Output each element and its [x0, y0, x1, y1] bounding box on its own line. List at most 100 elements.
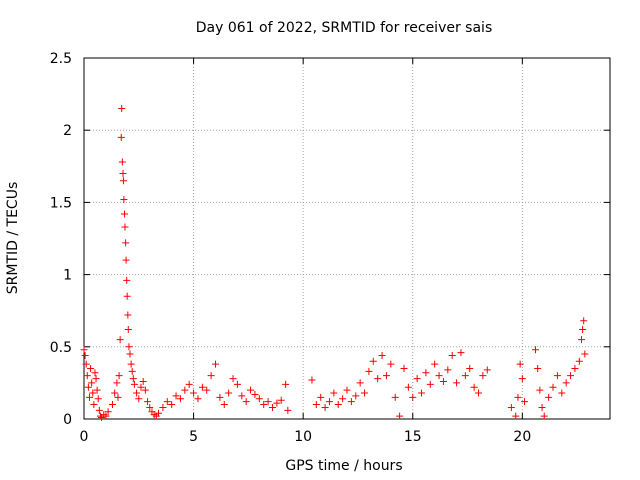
data-point	[120, 196, 128, 204]
data-point	[536, 386, 544, 394]
data-point	[130, 380, 138, 388]
data-point	[114, 393, 122, 401]
data-point	[203, 386, 211, 394]
data-point	[80, 346, 88, 354]
data-point	[317, 393, 325, 401]
data-point	[391, 393, 399, 401]
data-point	[512, 412, 520, 420]
data-point	[352, 392, 360, 400]
data-point	[247, 386, 255, 394]
data-point	[238, 392, 246, 400]
data-point	[453, 379, 461, 387]
data-point	[553, 372, 561, 380]
data-point	[308, 376, 316, 384]
data-point	[426, 380, 434, 388]
data-point	[233, 380, 241, 388]
data-point	[365, 367, 373, 375]
axis-ticks: 0 5 10 15 20 0 0.5 1 1.5 2 2.5	[50, 51, 610, 445]
data-point	[212, 360, 219, 368]
data-point	[483, 366, 491, 374]
data-point	[578, 336, 586, 344]
data-point	[343, 386, 351, 394]
data-point	[207, 372, 215, 380]
data-point	[91, 369, 99, 377]
data-point	[190, 389, 198, 397]
data-point	[534, 364, 542, 372]
data-point	[121, 223, 129, 231]
data-point	[242, 398, 250, 406]
x-axis-label: GPS time / hours	[285, 458, 402, 474]
data-point	[163, 398, 171, 406]
data-point	[118, 158, 126, 166]
x-tick-label: 15	[404, 429, 422, 445]
data-point	[121, 210, 129, 218]
y-axis-label: SRMTID / TECUs	[5, 182, 21, 295]
data-point	[102, 412, 110, 420]
data-point	[321, 403, 329, 411]
data-point	[81, 351, 89, 359]
data-point	[422, 369, 430, 377]
data-point	[382, 372, 390, 380]
data-point	[176, 395, 184, 403]
data-point	[185, 380, 193, 388]
data-point	[374, 375, 382, 383]
data-point	[418, 389, 426, 397]
data-point	[129, 375, 137, 383]
data-point	[127, 360, 135, 368]
data-point	[378, 351, 386, 359]
data-point	[330, 389, 338, 397]
data-point	[264, 398, 272, 406]
y-tick-label: 2.5	[50, 51, 72, 67]
data-point	[516, 360, 524, 368]
data-point	[172, 392, 180, 400]
data-point	[540, 412, 548, 420]
data-point	[521, 398, 529, 406]
data-point	[137, 383, 145, 391]
data-point	[133, 389, 141, 397]
data-point	[518, 375, 526, 383]
x-tick-label: 0	[80, 429, 89, 445]
data-point	[538, 403, 546, 411]
data-point	[82, 360, 90, 368]
data-point	[361, 389, 369, 397]
grid	[84, 58, 610, 419]
data-point	[85, 393, 93, 401]
data-point	[84, 383, 92, 391]
data-point	[268, 403, 276, 411]
data-point	[116, 336, 124, 344]
data-points	[80, 105, 589, 422]
data-point	[369, 357, 377, 365]
data-point	[168, 401, 176, 409]
data-point	[181, 386, 189, 394]
data-point	[113, 379, 121, 387]
data-point	[277, 396, 285, 404]
data-point	[119, 177, 127, 185]
data-point	[93, 386, 101, 394]
data-point	[94, 395, 102, 403]
data-point	[125, 343, 133, 351]
data-point	[435, 372, 443, 380]
data-point	[123, 276, 131, 284]
data-point	[229, 375, 237, 383]
data-point	[347, 398, 355, 406]
data-point	[312, 401, 320, 409]
data-point	[122, 239, 130, 247]
data-point	[457, 349, 465, 357]
data-point	[475, 389, 482, 397]
data-point	[439, 377, 447, 385]
data-point	[108, 401, 116, 409]
data-point	[325, 398, 333, 406]
data-point	[461, 372, 469, 380]
data-point	[431, 360, 439, 368]
data-point	[339, 395, 347, 403]
data-point	[104, 408, 112, 416]
data-point	[470, 383, 478, 391]
data-point	[396, 412, 404, 420]
data-point	[387, 360, 395, 368]
data-point	[567, 372, 575, 380]
data-point	[119, 170, 127, 178]
data-point	[88, 379, 96, 387]
data-point	[400, 364, 408, 372]
data-point	[139, 377, 147, 385]
